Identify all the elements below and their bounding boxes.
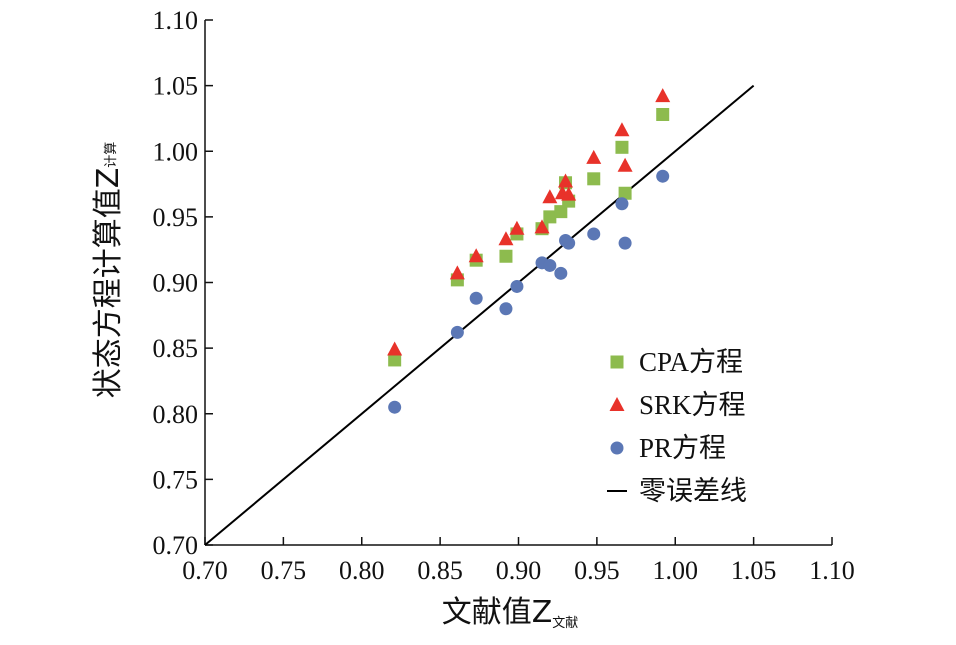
data-point-circle <box>450 325 464 339</box>
x-tick-label: 1.05 <box>731 556 777 585</box>
legend-marker-square <box>610 355 624 369</box>
y-axis-title: 状态方程计算值Z计算 <box>91 142 126 399</box>
data-point-square <box>618 186 632 200</box>
x-tick-label: 0.85 <box>417 556 463 585</box>
data-point-triangle <box>534 219 550 234</box>
x-axis-title: 文献值Z文献 <box>442 595 579 631</box>
data-point-triangle <box>655 88 671 103</box>
data-point-triangle <box>614 122 630 137</box>
data-point-triangle <box>558 173 574 188</box>
y-tick-label: 0.75 <box>153 465 199 494</box>
y-tick-label: 0.80 <box>153 400 199 429</box>
data-point-circle <box>510 279 524 293</box>
data-point-triangle <box>509 220 525 235</box>
zero-error-line <box>204 84 755 546</box>
data-point-circle <box>618 236 632 250</box>
data-point-square <box>587 172 601 186</box>
data-point-square <box>554 205 568 219</box>
legend-label: PR方程 <box>639 433 726 463</box>
x-axis-title-main: 文献值Z <box>442 595 553 630</box>
x-tick-label: 1.00 <box>653 556 699 585</box>
x-tick-label: 0.90 <box>496 556 542 585</box>
y-tick-label: 1.10 <box>153 6 199 35</box>
legend-label: 零误差线 <box>639 476 747 506</box>
data-point-square <box>543 210 557 224</box>
plot-area: 0.70 0.75 0.80 0.85 0.90 0.95 1.00 1.05 1.10 0.70… <box>153 6 855 585</box>
y-tick-label: 0.90 <box>153 269 199 298</box>
data-point-triangle <box>449 265 465 280</box>
x-tick-label: 0.75 <box>261 556 307 585</box>
data-point-triangle <box>387 341 403 356</box>
legend-marker-circle <box>610 441 624 455</box>
data-point-circle <box>615 197 629 211</box>
data-point-triangle <box>542 189 558 204</box>
data-point-square <box>499 249 513 263</box>
data-point-triangle <box>586 149 602 164</box>
legend-marker-triangle <box>609 397 625 411</box>
y-tick-label: 1.05 <box>153 72 199 101</box>
data-point-circle <box>562 236 576 250</box>
data-point-square <box>615 140 629 154</box>
data-point-triangle <box>498 231 514 246</box>
y-tick-label: 0.85 <box>153 334 199 363</box>
data-point-square <box>388 353 402 367</box>
data-point-circle <box>543 258 557 272</box>
legend-label: CPA方程 <box>639 347 743 377</box>
x-tick-label: 0.70 <box>182 556 228 585</box>
y-tick-label: 0.95 <box>153 203 199 232</box>
data-point-circle <box>587 227 601 241</box>
data-point-triangle <box>561 186 577 201</box>
x-tick-label: 0.95 <box>574 556 620 585</box>
x-tick-label: 1.10 <box>809 556 855 585</box>
data-point-square <box>656 108 670 121</box>
y-axis-title-sub: 计算 <box>104 142 119 168</box>
x-tick-label: 0.80 <box>339 556 385 585</box>
y-tick-label: 0.70 <box>153 531 199 560</box>
y-tick-label: 1.00 <box>153 137 199 166</box>
data-point-triangle <box>468 248 484 263</box>
y-axis-title-main: 状态方程计算值Z <box>91 168 126 399</box>
data-point-circle <box>499 302 513 316</box>
x-axis-title-sub: 文献 <box>552 616 578 631</box>
data-point-circle <box>388 400 402 414</box>
data-point-circle <box>469 291 483 305</box>
data-point-circle <box>554 266 568 280</box>
data-point-circle <box>656 169 670 183</box>
legend-label: SRK方程 <box>639 390 746 420</box>
data-point-triangle <box>617 157 633 172</box>
